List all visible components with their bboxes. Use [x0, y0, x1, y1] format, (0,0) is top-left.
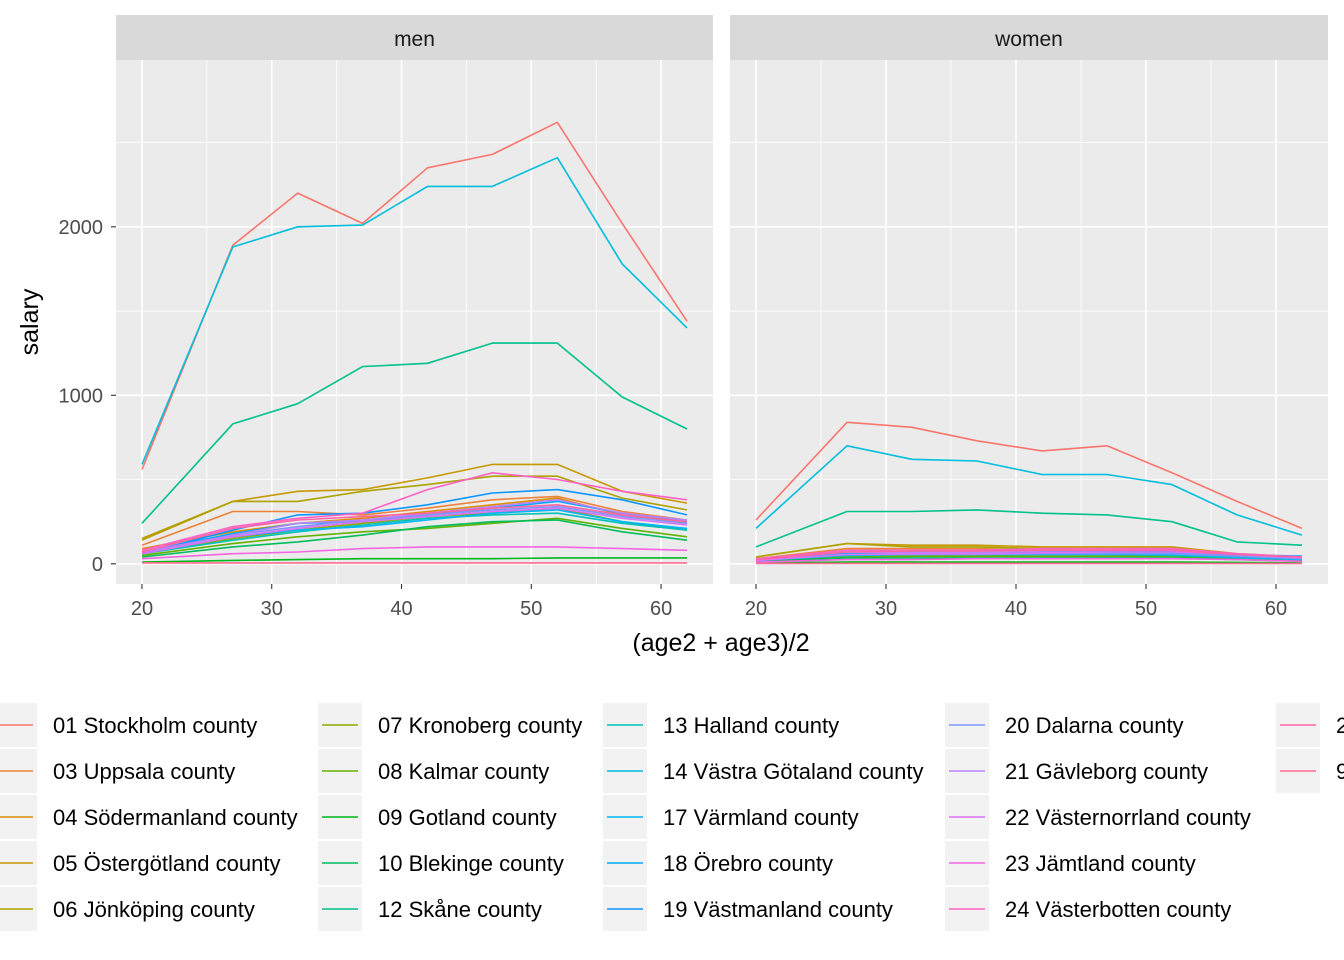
legend-label: 12 Skåne county	[378, 897, 542, 922]
series-line-men	[141, 471, 688, 552]
series-line-men	[141, 463, 688, 541]
panel-background	[730, 60, 1328, 584]
series-line-women	[755, 444, 1303, 536]
legend-item: 12 Skåne county	[318, 887, 542, 931]
legend-label: 04 Södermanland county	[53, 805, 298, 830]
panel-women: women 20 30 40 50 60	[730, 15, 1328, 620]
series-line-women	[755, 561, 1303, 564]
legend-item: 23 Jämtland county	[945, 841, 1196, 885]
legend-item: 13 Halland county	[603, 703, 839, 747]
legend-label: 20 Dalarna county	[1005, 713, 1184, 738]
x-tick-label: 60	[1265, 598, 1287, 620]
legend-item: 04 Södermanland county	[0, 795, 298, 839]
legend-label: 21 Gävleborg county	[1005, 759, 1208, 784]
legend-label: 05 Östergötland county	[53, 851, 280, 876]
y-tick-label: 1000	[59, 385, 104, 407]
series-line-men	[141, 519, 688, 558]
legend-item: 22 Västernorrland county	[945, 795, 1251, 839]
legend-label: 17 Värmland county	[663, 805, 859, 830]
legend-label: 01 Stockholm county	[53, 713, 257, 738]
series-line-men	[141, 342, 688, 524]
legend-label: 08 Kalmar county	[378, 759, 549, 784]
legend-item: 10 Blekinge county	[318, 841, 564, 885]
series-line-men	[141, 121, 688, 470]
facet-strip-label: men	[394, 28, 435, 51]
panel-men: men 20 30 40 50 60 0 1000 2000	[59, 15, 713, 620]
x-tick-label: 30	[261, 598, 283, 620]
legend-label: 2	[1336, 713, 1344, 738]
legend-label: 03 Uppsala county	[53, 759, 235, 784]
series-line-men	[141, 507, 688, 555]
legend-item: 06 Jönköping county	[0, 887, 255, 931]
legend-item: 09 Gotland county	[318, 795, 557, 839]
legend-item: 05 Östergötland county	[0, 841, 280, 885]
legend-label: 06 Jönköping county	[53, 897, 255, 922]
x-tick-label: 50	[1135, 598, 1157, 620]
legend-item: 2	[1276, 703, 1344, 747]
series-line-men	[141, 156, 688, 465]
y-tick-label: 2000	[59, 217, 104, 239]
series-line-women	[755, 509, 1303, 548]
facet-strip-label: women	[994, 28, 1063, 51]
x-tick-label: 40	[1005, 598, 1027, 620]
legend-label: 22 Västernorrland county	[1005, 805, 1251, 830]
x-tick-label: 20	[131, 598, 153, 620]
legend-item: 03 Uppsala county	[0, 749, 235, 793]
legend-label: 18 Örebro county	[663, 851, 833, 876]
legend-item: 24 Västerbotten county	[945, 887, 1231, 931]
legend-item: 17 Värmland county	[603, 795, 859, 839]
x-axis-title: (age2 + age3)/2	[632, 629, 809, 657]
legend-item: 9	[1276, 749, 1344, 793]
panel-background	[116, 60, 713, 584]
legend-label: 13 Halland county	[663, 713, 839, 738]
legend-label: 07 Kronoberg county	[378, 713, 582, 738]
legend-item: 07 Kronoberg county	[318, 703, 582, 747]
series-line-women	[755, 547, 1303, 560]
x-tick-label: 60	[650, 598, 672, 620]
legend-label: 10 Blekinge county	[378, 851, 564, 876]
chart-panels: men 20 30 40 50 60 0 1000 2000 women 20 30 40 50 60	[59, 15, 1328, 620]
series-line-women	[755, 421, 1303, 530]
legend-item: 08 Kalmar county	[318, 749, 549, 793]
series-line-men	[141, 505, 688, 553]
series-line-men	[141, 503, 688, 553]
facet-strip	[116, 15, 713, 60]
x-tick-label: 50	[520, 598, 542, 620]
x-tick-label: 40	[390, 598, 412, 620]
series-line-men	[141, 557, 687, 563]
series-line-men	[141, 517, 688, 557]
legend-label: 14 Västra Götaland county	[663, 759, 924, 784]
legend-label: 24 Västerbotten county	[1005, 897, 1231, 922]
legend-item: 18 Örebro county	[603, 841, 833, 885]
facet-strip	[730, 15, 1328, 60]
legend-item: 14 Västra Götaland county	[603, 749, 924, 793]
series-line-women	[755, 549, 1303, 561]
series-line-men	[141, 495, 688, 546]
x-tick-label: 20	[745, 598, 767, 620]
series-line-men	[141, 512, 688, 555]
y-tick-label: 0	[92, 554, 103, 576]
legend-item: 01 Stockholm county	[0, 703, 257, 747]
y-axis-title: salary	[16, 288, 44, 355]
series-line-men	[141, 546, 688, 560]
legend-label: 19 Västmanland county	[663, 897, 893, 922]
x-tick-label: 30	[875, 598, 897, 620]
legend-label: 09 Gotland county	[378, 805, 557, 830]
legend-label: 9	[1336, 759, 1344, 784]
legend-item: 21 Gävleborg county	[945, 749, 1208, 793]
series-line-women	[755, 557, 1303, 563]
series-line-men	[141, 475, 688, 540]
legend: 01 Stockholm county 03 Uppsala county 04 S…	[0, 703, 1344, 931]
legend-item: 19 Västmanland county	[603, 887, 893, 931]
legend-label: 23 Jämtland county	[1005, 851, 1196, 876]
legend-item: 20 Dalarna county	[945, 703, 1184, 747]
